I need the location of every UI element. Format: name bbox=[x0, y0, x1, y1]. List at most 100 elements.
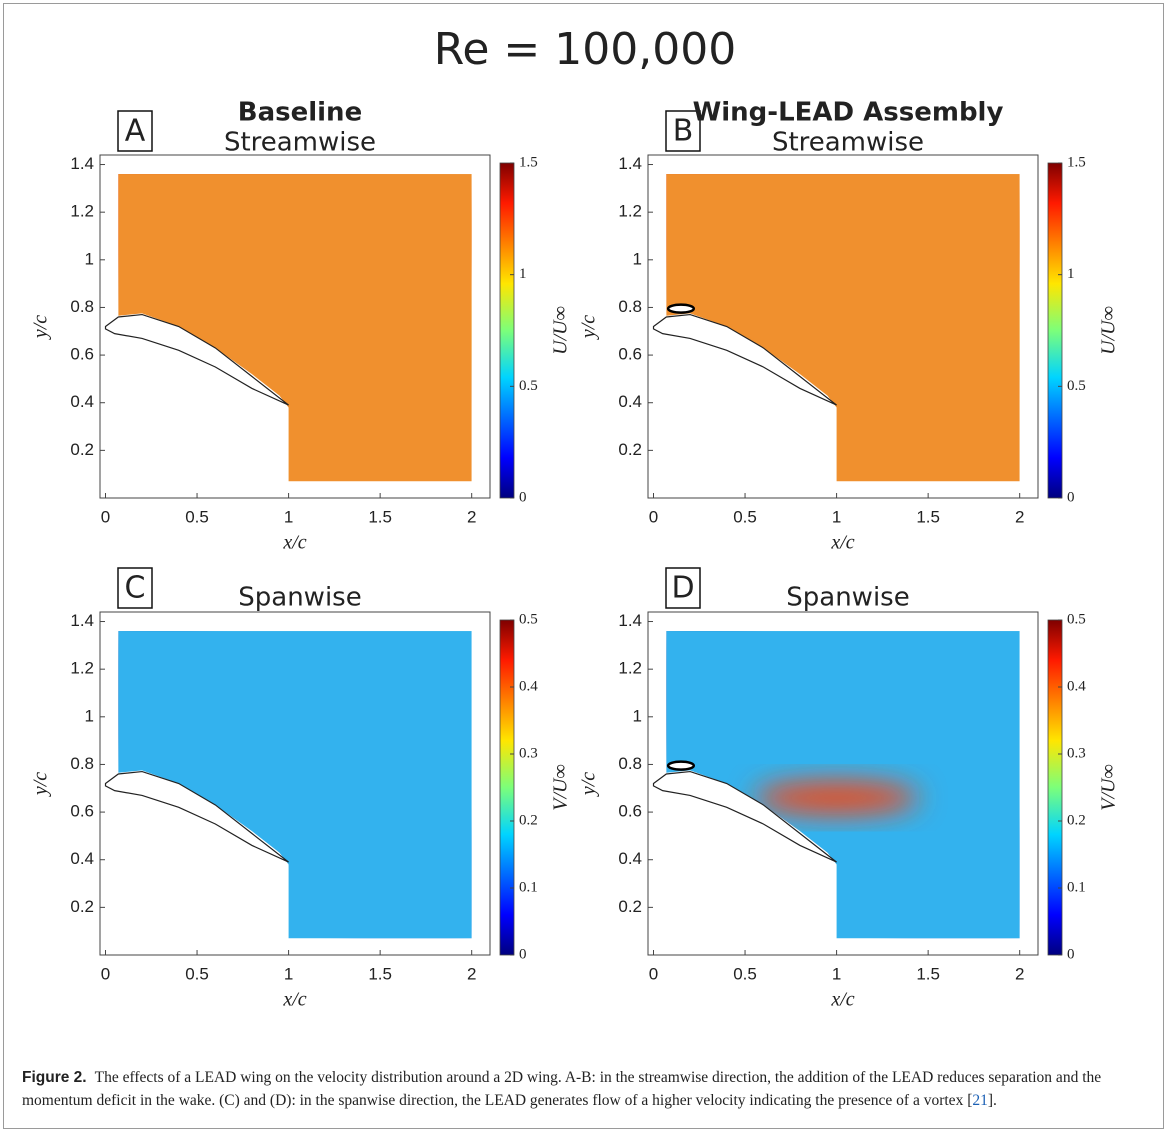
y-tick-label: 0.4 bbox=[70, 392, 94, 411]
x-tick-label: 1.5 bbox=[368, 964, 392, 983]
field-region bbox=[754, 781, 919, 815]
wing bbox=[652, 313, 837, 406]
y-tick-label: 1 bbox=[85, 706, 94, 725]
y-tick-label: 0.8 bbox=[618, 754, 642, 773]
panel: 0 0.5 1 1.5 2 0.2 0.4 0.6 0.8 1 1.2 1.4 x/c y/c 0 0.1 0.… bbox=[578, 567, 1120, 1011]
panel-heading: Wing-LEAD Assembly bbox=[693, 98, 1004, 128]
y-tick-label: 0.8 bbox=[618, 297, 642, 316]
colorbar-tick-label: 0.5 bbox=[519, 378, 538, 394]
y-tick-label: 1 bbox=[85, 249, 94, 268]
colorbar-tick-label: 0.5 bbox=[1067, 611, 1086, 627]
colorbar-tick-label: 0.5 bbox=[1067, 378, 1086, 394]
y-axis-label: y/c bbox=[30, 315, 52, 340]
y-tick-label: 0.6 bbox=[618, 802, 642, 821]
panel: 0 0.5 1 1.5 2 0.2 0.4 0.6 0.8 1 1.2 1.4 x/c y/c 0 0.1 0.… bbox=[30, 567, 572, 1011]
colorbar-tick-label: 0 bbox=[519, 489, 527, 505]
x-axis-label: x/c bbox=[830, 989, 854, 1011]
colorbar-tick-label: 0 bbox=[1067, 946, 1075, 962]
y-axis-label: y/c bbox=[30, 772, 52, 797]
panel: 0 0.5 1 1.5 2 0.2 0.4 0.6 0.8 1 1.2 1.4 x/c y/c 0 0.5 1 1… bbox=[30, 98, 572, 554]
y-tick-label: 0.6 bbox=[70, 345, 94, 364]
colorbar-tick-label: 0.1 bbox=[519, 879, 538, 895]
wing-mask bbox=[648, 313, 837, 484]
caption-text: The effects of a LEAD wing on the veloci… bbox=[22, 1069, 1102, 1109]
colorbar bbox=[1047, 162, 1063, 499]
caption-ref[interactable]: 21 bbox=[972, 1092, 988, 1109]
colorbar-tick-label: 0 bbox=[1067, 489, 1075, 505]
panel-subheading: Streamwise bbox=[224, 128, 376, 158]
colorbar bbox=[499, 162, 515, 499]
y-axis-label: y/c bbox=[578, 315, 600, 340]
y-tick-label: 0.2 bbox=[70, 440, 94, 459]
y-tick-label: 1.2 bbox=[618, 659, 642, 678]
x-tick-label: 2 bbox=[1015, 964, 1024, 983]
x-tick-label: 1 bbox=[832, 964, 841, 983]
x-tick-label: 0 bbox=[101, 507, 110, 526]
x-tick-label: 0.5 bbox=[185, 507, 209, 526]
x-tick-label: 0.5 bbox=[733, 507, 757, 526]
panel-letter: A bbox=[125, 114, 146, 149]
caption: Figure 2. The effects of a LEAD wing on t… bbox=[22, 1066, 1150, 1112]
colorbar-tick-label: 0.5 bbox=[519, 611, 538, 627]
y-tick-label: 1.4 bbox=[618, 611, 642, 630]
colorbar-tick-label: 0.2 bbox=[519, 812, 538, 828]
y-tick-label: 1.2 bbox=[70, 659, 94, 678]
y-tick-label: 0.6 bbox=[70, 802, 94, 821]
lead-wing bbox=[666, 760, 696, 771]
x-tick-label: 2 bbox=[467, 507, 476, 526]
panel-heading: Spanwise bbox=[238, 583, 361, 613]
panel-letter-box bbox=[117, 567, 153, 609]
figure-frame bbox=[3, 3, 1164, 1129]
x-tick-label: 1 bbox=[284, 964, 293, 983]
y-tick-label: 0.2 bbox=[618, 440, 642, 459]
y-tick-label: 1.4 bbox=[618, 154, 642, 173]
colorbar-label: V/U∞ bbox=[1098, 764, 1120, 810]
colorbar-tick-label: 0.3 bbox=[1067, 745, 1086, 761]
y-tick-label: 0.6 bbox=[618, 345, 642, 364]
panel-letter: B bbox=[673, 114, 694, 149]
x-axis-label: x/c bbox=[282, 532, 306, 554]
panel-heading: Baseline bbox=[238, 98, 362, 128]
panel-subheading: Streamwise bbox=[772, 128, 924, 158]
axes-frame bbox=[99, 154, 491, 499]
x-tick-label: 0.5 bbox=[733, 964, 757, 983]
y-tick-label: 0.2 bbox=[618, 897, 642, 916]
y-tick-label: 0.4 bbox=[618, 392, 642, 411]
y-tick-label: 0.4 bbox=[70, 849, 94, 868]
x-tick-label: 1.5 bbox=[368, 507, 392, 526]
x-axis-label: x/c bbox=[282, 989, 306, 1011]
y-tick-label: 1.2 bbox=[70, 202, 94, 221]
x-tick-label: 1.5 bbox=[916, 507, 940, 526]
panel-letter: C bbox=[125, 571, 146, 606]
caption-end: ]. bbox=[987, 1092, 997, 1109]
x-tick-label: 0 bbox=[101, 964, 110, 983]
panel-letter-box bbox=[117, 110, 153, 152]
y-axis-label: y/c bbox=[578, 772, 600, 797]
y-tick-label: 1 bbox=[633, 706, 642, 725]
panel-letter-box bbox=[665, 567, 701, 609]
colorbar-tick-label: 0.2 bbox=[1067, 812, 1086, 828]
y-tick-label: 1.2 bbox=[618, 202, 642, 221]
colorbar-tick-label: 0.4 bbox=[519, 678, 538, 694]
colorbar-label: U/U∞ bbox=[550, 306, 572, 355]
figure-title: Re = 100,000 bbox=[434, 24, 736, 75]
x-tick-label: 1 bbox=[284, 507, 293, 526]
panel-letter: D bbox=[671, 571, 694, 606]
colorbar-tick-label: 1.5 bbox=[519, 154, 538, 170]
axes-frame bbox=[647, 611, 1039, 956]
y-tick-label: 0.8 bbox=[70, 754, 94, 773]
x-tick-label: 1 bbox=[832, 507, 841, 526]
figure: Re = 100,000 0 0.5 1 1.5 2 0.2 0.4 0.6 0.8 1 1.2 1.… bbox=[30, 24, 1120, 1011]
wing bbox=[104, 313, 289, 406]
panel-heading: Spanwise bbox=[786, 583, 909, 613]
x-tick-label: 2 bbox=[467, 964, 476, 983]
colorbar-label: U/U∞ bbox=[1098, 306, 1120, 355]
y-tick-label: 1.4 bbox=[70, 611, 94, 630]
x-tick-label: 0.5 bbox=[185, 964, 209, 983]
x-tick-label: 0 bbox=[649, 507, 658, 526]
x-tick-label: 0 bbox=[649, 964, 658, 983]
panel: 0 0.5 1 1.5 2 0.2 0.4 0.6 0.8 1 1.2 1.4 x/c y/c 0 0.5 1 1… bbox=[578, 98, 1120, 554]
panel-letter-box bbox=[665, 110, 701, 152]
caption-label: Figure 2. bbox=[22, 1069, 87, 1086]
